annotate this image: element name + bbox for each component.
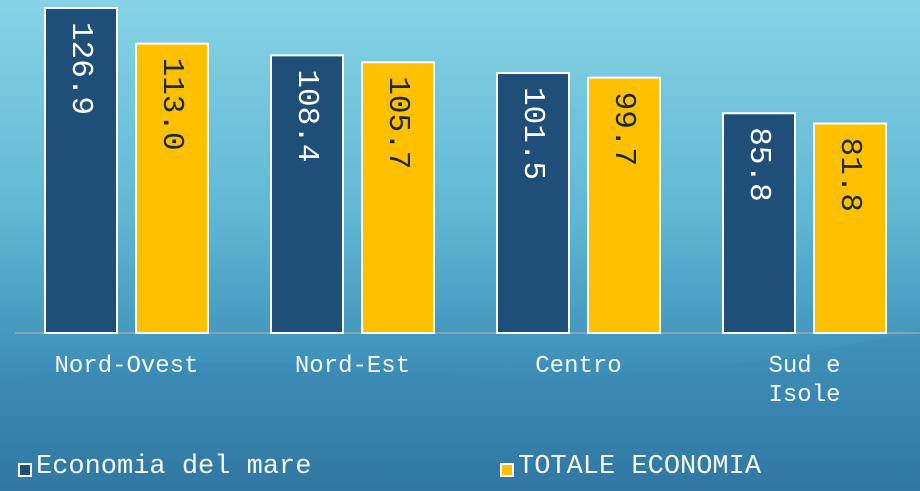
legend-label: TOTALE ECONOMIA (518, 452, 761, 482)
x-tick-label: Nord-Ovest (27, 352, 227, 381)
data-label: 99.7 (606, 92, 641, 166)
data-label: 108.4 (289, 69, 324, 162)
data-label: 126.9 (63, 22, 98, 115)
data-label: 81.8 (832, 138, 867, 212)
data-label: 101.5 (515, 87, 550, 180)
data-label: 85.8 (741, 127, 776, 201)
x-tick-label: Nord-Est (253, 352, 453, 381)
plot: 126.9 113.0 108.4 105.7 101.5 99.7 85.8 81.8 (0, 0, 920, 491)
chart: 126.9 113.0 108.4 105.7 101.5 99.7 85.8 81.8 No… (0, 0, 920, 491)
data-label: 113.0 (154, 58, 189, 151)
x-tick-label: Sud e Isole (705, 352, 905, 410)
legend-swatch (500, 463, 514, 477)
x-tick-label: Centro (479, 352, 679, 381)
data-label: 105.7 (380, 76, 415, 169)
legend-label: Economia del mare (36, 452, 311, 482)
legend-swatch (18, 463, 32, 477)
